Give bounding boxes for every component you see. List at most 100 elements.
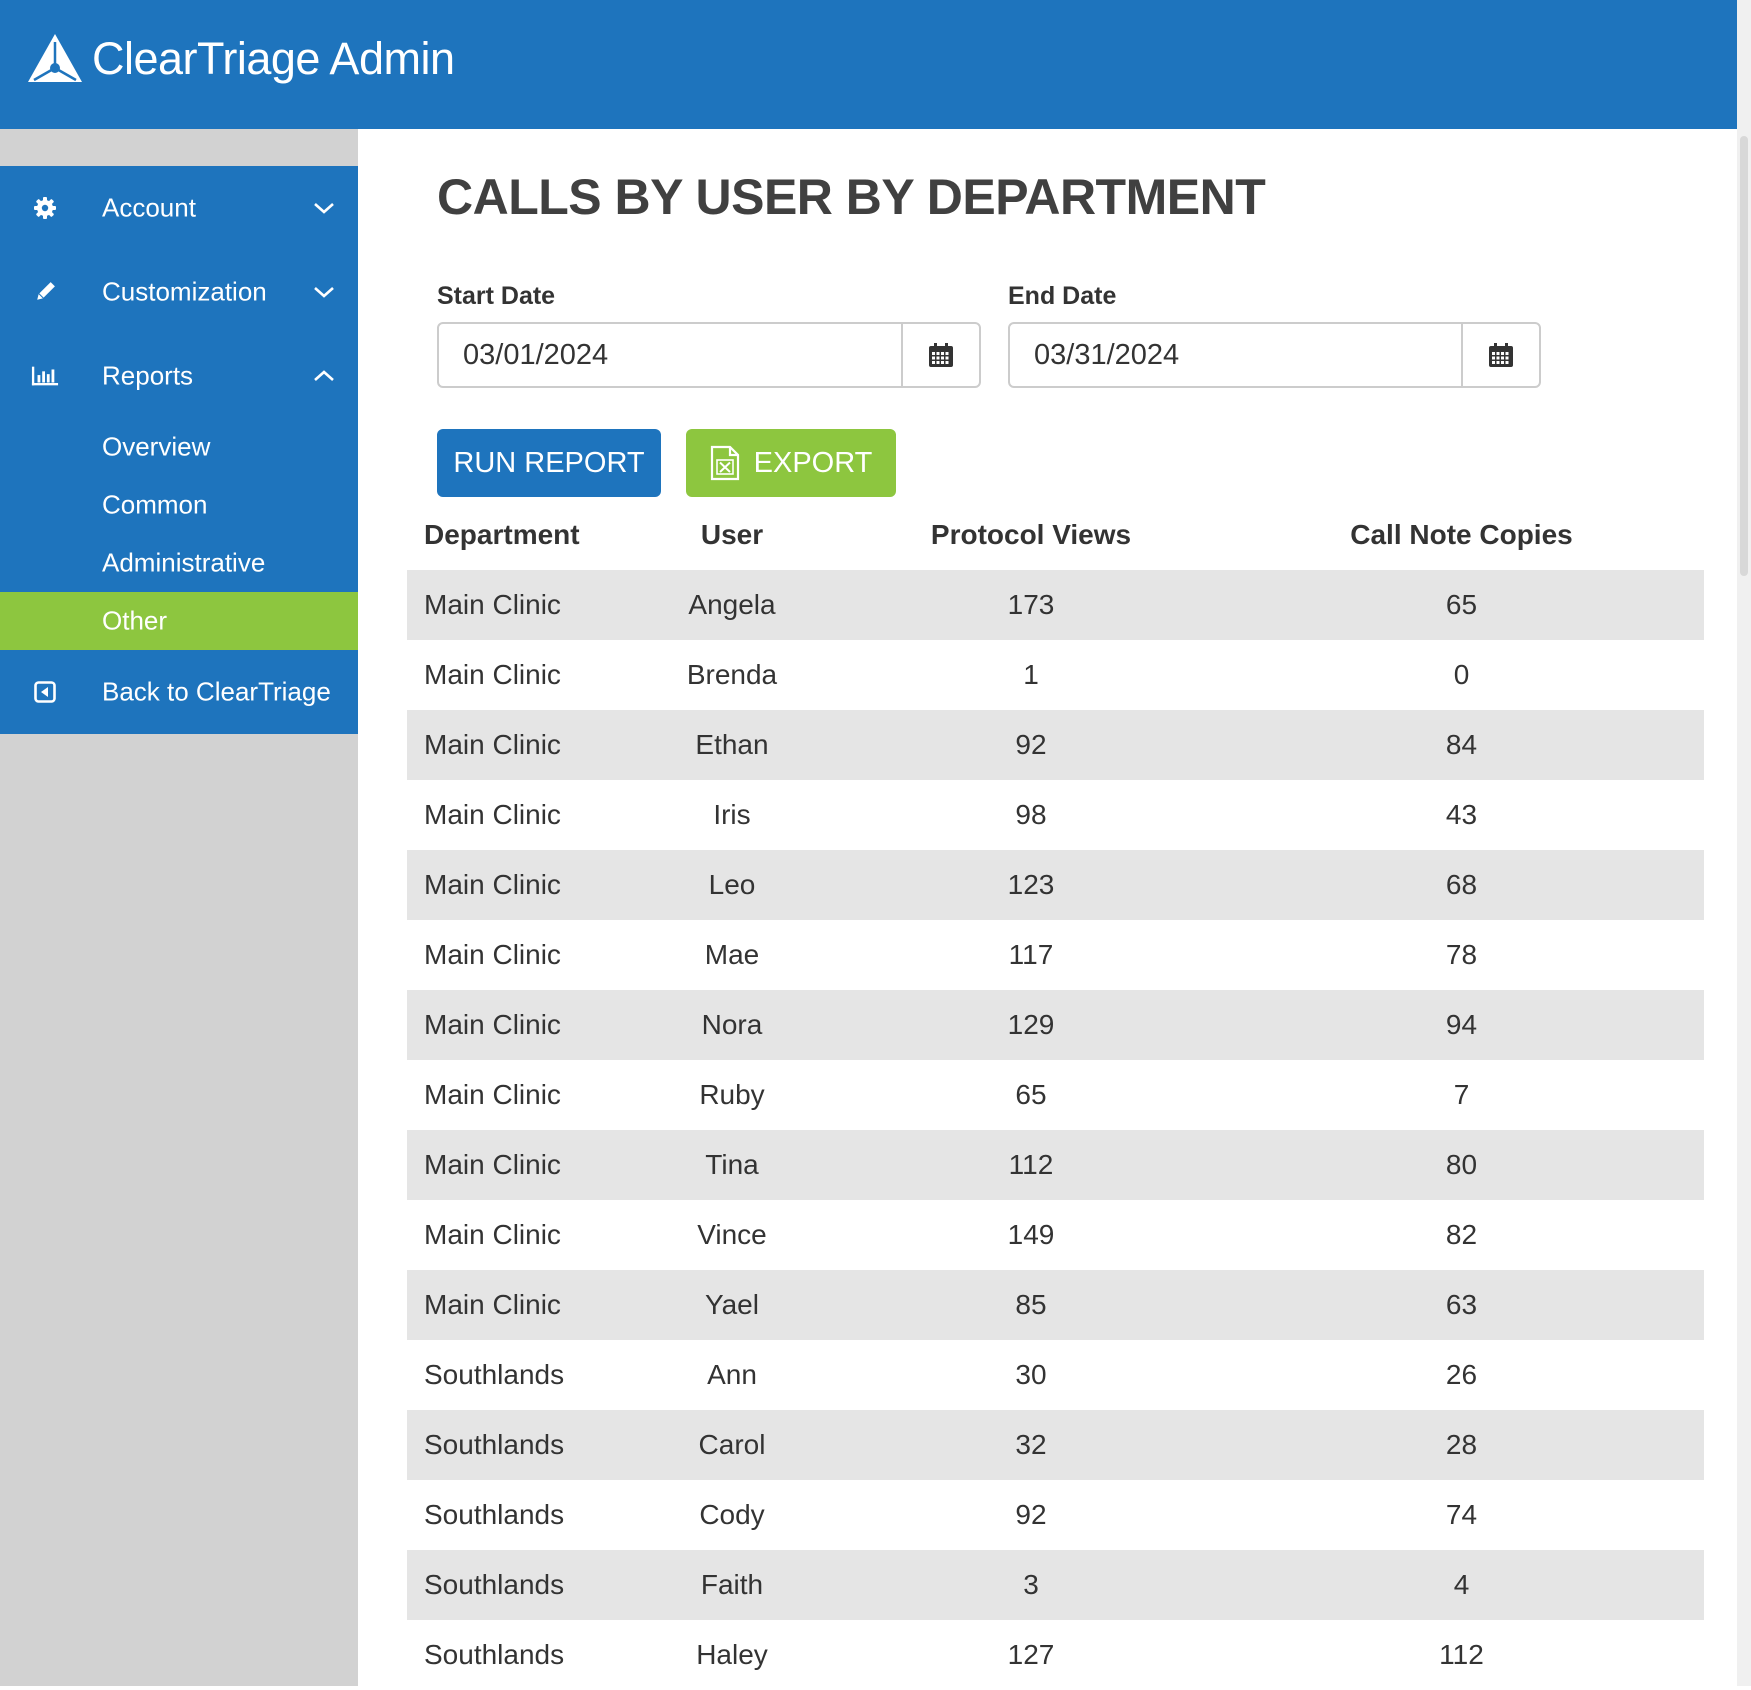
excel-file-icon: [710, 445, 739, 481]
sidebar-item-label: Back to ClearTriage: [102, 676, 331, 707]
table-row: Southlands Ann 30 26: [407, 1340, 1704, 1410]
table-row: Southlands Faith 3 4: [407, 1550, 1704, 1620]
call-note-copies-cell: 43: [1445, 799, 1478, 830]
department-cell: Southlands: [424, 1499, 565, 1530]
protocol-views-cell: 127: [1007, 1639, 1055, 1670]
scrollbar-thumb[interactable]: [1740, 136, 1748, 576]
end-date-input[interactable]: [1010, 324, 1461, 386]
start-date-calendar-button[interactable]: [901, 324, 979, 386]
table-row: Main Clinic Vince 149 82: [407, 1200, 1704, 1270]
department-cell: Main Clinic: [424, 799, 561, 830]
user-cell: Angela: [688, 589, 776, 620]
start-date-group: [437, 322, 981, 388]
user-cell: Vince: [697, 1219, 767, 1250]
export-label: EXPORT: [753, 446, 873, 479]
bar-chart-icon: [31, 362, 59, 390]
sidebar-nav: Account Customization: [0, 166, 358, 734]
export-button[interactable]: EXPORT: [686, 429, 896, 497]
page-title: CALLS BY USER BY DEPARTMENT: [437, 169, 1266, 225]
app-title: ClearTriage Admin: [92, 32, 455, 84]
protocol-views-cell: 65: [1015, 1079, 1047, 1110]
table-body: Main Clinic Angela 173 65 Main Clinic Brenda 1…: [407, 570, 1704, 1690]
department-cell: Southlands: [424, 1639, 565, 1670]
call-note-copies-cell: 28: [1445, 1429, 1478, 1460]
user-cell: Iris: [713, 799, 751, 830]
protocol-views-cell: 3: [1023, 1569, 1039, 1600]
protocol-views-cell: 123: [1007, 869, 1055, 900]
calendar-icon: [929, 343, 953, 367]
department-cell: Main Clinic: [424, 729, 561, 760]
call-note-copies-cell: 80: [1445, 1149, 1478, 1180]
table-row: Main Clinic Leo 123 68: [407, 850, 1704, 920]
chevron-down-icon: [314, 203, 334, 214]
table-row: Main Clinic Iris 98 43: [407, 780, 1704, 850]
protocol-views-cell: 92: [1015, 729, 1047, 760]
table-row: Main Clinic Angela 173 65: [407, 570, 1704, 640]
sidebar-subitem-label: Common: [102, 489, 208, 520]
user-cell: Ruby: [699, 1079, 765, 1110]
user-cell: Yael: [705, 1289, 759, 1320]
protocol-views-cell: 32: [1015, 1429, 1047, 1460]
department-cell: Main Clinic: [424, 1079, 561, 1110]
sidebar-subitem-label: Administrative: [102, 547, 266, 578]
pencil-icon: [31, 278, 59, 306]
table-row: Main Clinic Brenda 1 0: [407, 640, 1704, 710]
start-date-input[interactable]: [439, 324, 901, 386]
table-row: Main Clinic Ethan 92 84: [407, 710, 1704, 780]
sidebar-item-back[interactable]: Back to ClearTriage: [0, 650, 358, 734]
call-note-copies-cell: 26: [1445, 1359, 1478, 1390]
sidebar-item-customization[interactable]: Customization: [0, 250, 358, 334]
protocol-views-cell: 98: [1015, 799, 1047, 830]
call-note-copies-cell: 74: [1445, 1499, 1478, 1530]
column-header-department[interactable]: Department: [424, 519, 580, 550]
department-cell: Main Clinic: [424, 589, 561, 620]
table-row: Main Clinic Yael 85 63: [407, 1270, 1704, 1340]
run-report-button[interactable]: RUN REPORT: [437, 429, 661, 497]
chevron-down-icon: [314, 287, 334, 298]
table-header-row: Department User Protocol Views Call Note…: [407, 500, 1704, 570]
department-cell: Main Clinic: [424, 869, 561, 900]
table-row: Southlands Haley 127 112: [407, 1620, 1704, 1690]
table-row: Main Clinic Mae 117 78: [407, 920, 1704, 990]
column-header-user[interactable]: User: [700, 519, 764, 550]
end-date-calendar-button[interactable]: [1461, 324, 1539, 386]
department-cell: Main Clinic: [424, 939, 561, 970]
protocol-views-cell: 112: [1008, 1149, 1054, 1180]
table-row: Main Clinic Nora 129 94: [407, 990, 1704, 1060]
table-row: Main Clinic Tina 112 80: [407, 1130, 1704, 1200]
call-note-copies-cell: 65: [1445, 589, 1478, 620]
sidebar-item-label: Reports: [102, 360, 194, 391]
user-cell: Ann: [707, 1359, 757, 1390]
sidebar-item-label: Customization: [102, 276, 267, 307]
sidebar-item-account[interactable]: Account: [0, 166, 358, 250]
protocol-views-cell: 30: [1015, 1359, 1047, 1390]
protocol-views-cell: 173: [1007, 589, 1055, 620]
run-report-label: RUN REPORT: [453, 446, 645, 479]
department-cell: Main Clinic: [424, 659, 561, 690]
sidebar-item-reports[interactable]: Reports: [0, 334, 358, 418]
sidebar-item-label: Account: [102, 192, 196, 223]
user-cell: Ethan: [695, 729, 769, 760]
page-scrollbar[interactable]: [1737, 0, 1751, 1686]
start-date-label: Start Date: [437, 282, 556, 310]
user-cell: Cody: [699, 1499, 765, 1530]
brand-logo[interactable]: ClearTriage Admin: [26, 32, 455, 84]
call-note-copies-cell: 7: [1453, 1079, 1470, 1110]
sidebar-subitem-common[interactable]: Common: [0, 476, 358, 534]
department-cell: Main Clinic: [424, 1219, 561, 1250]
column-header-protocol-views[interactable]: Protocol Views: [930, 519, 1132, 550]
protocol-views-cell: 149: [1007, 1219, 1055, 1250]
sidebar-subitem-administrative[interactable]: Administrative: [0, 534, 358, 592]
call-note-copies-cell: 112: [1439, 1639, 1484, 1670]
sidebar-subitem-other[interactable]: Other: [0, 592, 358, 650]
table-header: Department User Protocol Views Call Note…: [407, 500, 1704, 570]
top-header: ClearTriage Admin: [0, 0, 1737, 129]
sidebar-subitem-overview[interactable]: Overview: [0, 418, 358, 476]
table-row: Southlands Cody 92 74: [407, 1480, 1704, 1550]
table-row: Main Clinic Ruby 65 7: [407, 1060, 1704, 1130]
end-date-group: [1008, 322, 1541, 388]
column-header-call-note-copies[interactable]: Call Note Copies: [1350, 519, 1573, 550]
user-cell: Carol: [698, 1429, 766, 1460]
sidebar-subitem-label: Other: [102, 605, 168, 636]
user-cell: Haley: [696, 1639, 768, 1670]
